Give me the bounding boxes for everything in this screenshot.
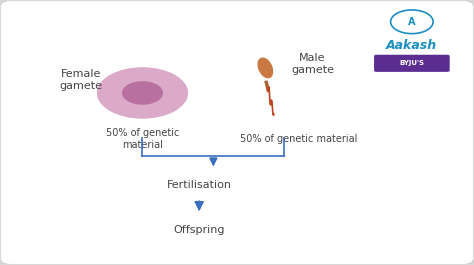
Text: 50% of genetic material: 50% of genetic material	[240, 134, 357, 144]
Text: Fertilisation: Fertilisation	[167, 180, 232, 190]
Text: Offspring: Offspring	[173, 225, 225, 235]
Text: BYJU'S: BYJU'S	[400, 60, 424, 66]
FancyBboxPatch shape	[374, 55, 450, 72]
Ellipse shape	[258, 58, 273, 78]
Text: A: A	[408, 17, 416, 27]
Text: 50% of genetic
material: 50% of genetic material	[106, 128, 179, 150]
Text: Aakash: Aakash	[386, 39, 438, 52]
Circle shape	[98, 68, 187, 118]
Circle shape	[123, 82, 162, 104]
Text: Female
gamete: Female gamete	[60, 69, 102, 91]
Text: Male
gamete: Male gamete	[291, 53, 334, 75]
